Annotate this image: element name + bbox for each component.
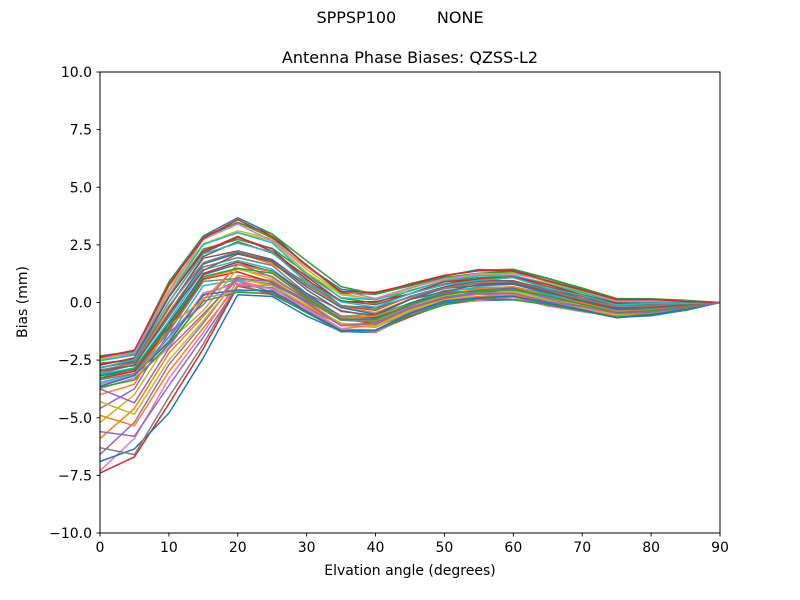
axes-frame-group: 0 10 20 30 40 50 60 70 80 90 −10.0 −7.5 −5.0 −2.5 0.0 2… [49, 65, 729, 556]
series-line [99, 267, 721, 379]
y-tick-label: 10.0 [61, 65, 92, 81]
x-tick-label: 50 [436, 540, 454, 556]
y-tick-label: 7.5 [70, 123, 92, 139]
x-tick-label: 90 [711, 540, 729, 556]
series-line [99, 289, 721, 388]
series-line [99, 277, 721, 416]
x-tick-label: 20 [229, 540, 247, 556]
line-series-group [99, 217, 721, 474]
series-line [99, 263, 721, 410]
x-tick-label: 30 [298, 540, 316, 556]
series-line [99, 253, 721, 373]
y-tick-label: −2.5 [58, 353, 92, 369]
y-tick-label: −7.5 [58, 468, 92, 484]
x-tick-label: 80 [642, 540, 660, 556]
x-tick-label: 40 [367, 540, 385, 556]
x-tick-label: 0 [96, 540, 105, 556]
y-tick-label: 2.5 [70, 238, 92, 254]
x-tick-label: 70 [573, 540, 591, 556]
y-tick-label: 0.0 [70, 296, 92, 312]
y-axis-label: Bias (mm) [15, 266, 31, 338]
series-line [99, 277, 721, 404]
x-axis-label: Elvation angle (degrees) [324, 563, 495, 579]
figure-suptitle: SPPSP100 NONE [316, 8, 484, 27]
y-tick-label: 5.0 [70, 180, 92, 196]
x-tick-label: 10 [160, 540, 178, 556]
axes-title: Antenna Phase Biases: QZSS-L2 [282, 48, 538, 67]
series-line [99, 284, 721, 427]
y-tick-label: −10.0 [49, 526, 92, 542]
series-line [99, 250, 721, 371]
x-tick-label: 60 [504, 540, 522, 556]
y-tick-label: −5.0 [58, 411, 92, 427]
series-line [99, 242, 721, 369]
series-line [99, 263, 721, 377]
series-line [99, 218, 721, 359]
